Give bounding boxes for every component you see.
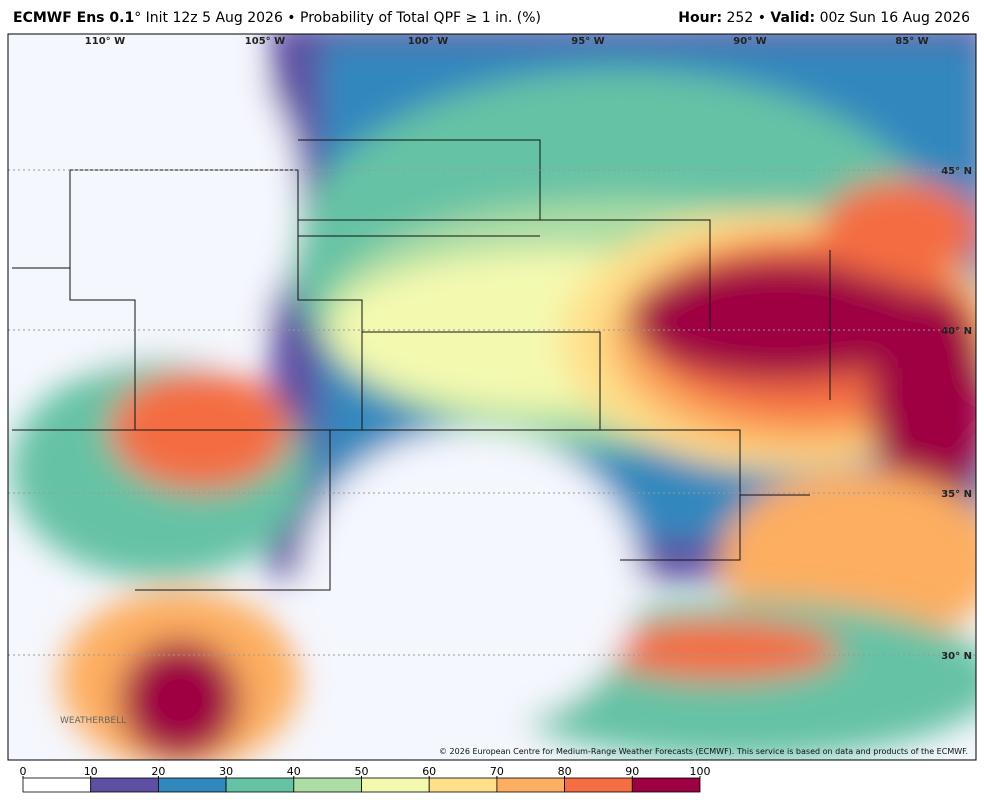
- colorbar-segment: [496, 777, 565, 793]
- colorbar-tick-label: 20: [151, 765, 165, 778]
- separator: •: [757, 10, 766, 26]
- colorbar-segment: [225, 777, 295, 793]
- colorbar-tick-label: 100: [690, 765, 711, 778]
- colorbar-tick-label: 60: [422, 765, 436, 778]
- colorbar-tick-label: 10: [84, 765, 98, 778]
- longitude-label: 100° W: [408, 36, 448, 47]
- header: ECMWF Ens 0.1° Init 12z 5 Aug 2026 • Pro…: [0, 0, 984, 34]
- colorbar-segment: [631, 777, 701, 793]
- colorbar-tick-label: 90: [625, 765, 639, 778]
- precip-field: [8, 34, 976, 760]
- longitude-label: 105° W: [245, 36, 285, 47]
- latitude-label: 35° N: [941, 489, 972, 500]
- colorbar-tick-label: 40: [287, 765, 301, 778]
- colorbar-segment: [157, 777, 227, 793]
- colorbar-segment: [293, 777, 362, 793]
- hour-label: Hour:: [678, 10, 723, 26]
- colorbar-tick-label: 30: [219, 765, 233, 778]
- copyright: © 2026 European Centre for Medium-Range …: [439, 747, 968, 756]
- longitude-label: 90° W: [733, 36, 766, 47]
- longitude-label: 95° W: [571, 36, 604, 47]
- model: ECMWF Ens 0.1: [13, 10, 135, 26]
- colorbar-tick-label: 50: [355, 765, 369, 778]
- latitude-label: 30° N: [941, 651, 972, 662]
- latitude-label: 45° N: [941, 166, 972, 177]
- colorbar-tick-label: 70: [490, 765, 504, 778]
- valid-info: Hour: 252 • Valid: 00z Sun 16 Aug 2026: [678, 10, 970, 26]
- latitude-label: 40° N: [941, 326, 972, 337]
- hour: 252: [726, 10, 754, 26]
- colorbar-segment: [90, 777, 159, 793]
- longitude-label: 85° W: [895, 36, 928, 47]
- colorbar-segment: [428, 777, 498, 793]
- logo: WEATHERBELL: [60, 716, 126, 726]
- colorbar-segment: [361, 777, 430, 793]
- longitude-label: 110° W: [85, 36, 125, 47]
- map-frame: [7, 33, 977, 761]
- valid: 00z Sun 16 Aug 2026: [819, 10, 970, 26]
- colorbar-segment: [564, 777, 633, 793]
- colorbar-segment: [22, 777, 92, 793]
- colorbar-tick-label: 80: [558, 765, 572, 778]
- colorbar-tick-label: 0: [20, 765, 27, 778]
- title: ECMWF Ens 0.1° Init 12z 5 Aug 2026 • Pro…: [13, 10, 541, 26]
- title-text: ° Init 12z 5 Aug 2026 • Probability of T…: [134, 10, 541, 26]
- valid-label: Valid:: [770, 10, 816, 26]
